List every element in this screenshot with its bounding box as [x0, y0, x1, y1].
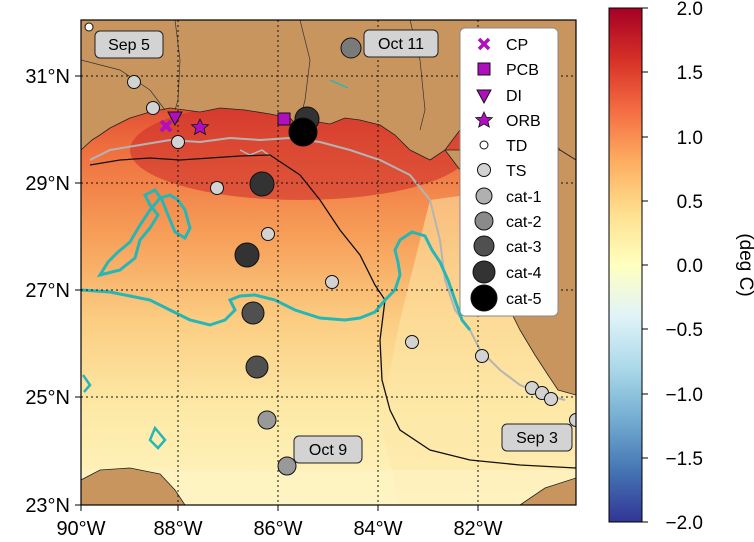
track-point-cat3	[241, 301, 265, 325]
depth-contour-black	[89, 154, 576, 469]
track-point-ts	[475, 349, 489, 363]
track-point-cat5	[288, 117, 318, 147]
legend-label: PCB	[506, 62, 539, 79]
circle-icon	[475, 187, 493, 205]
legend-label: cat-1	[506, 189, 542, 206]
legend-label: ORB	[506, 113, 541, 130]
track-point-td	[84, 22, 94, 32]
eddy-contour	[96, 188, 192, 278]
legend-label: TD	[506, 138, 527, 155]
svg-text:Oct 11: Oct 11	[378, 36, 424, 53]
lon-tick-label: 82°W	[453, 518, 502, 540]
legend-label: TS	[506, 163, 526, 180]
lat-tick-labels: 31°N 29°N 27°N 25°N 23°N	[25, 66, 70, 517]
legend-label: CP	[506, 37, 528, 54]
triangle-down-icon	[476, 89, 492, 105]
station-pcb	[277, 112, 291, 126]
loop-current-contour	[81, 230, 472, 331]
track-point-ts	[261, 227, 275, 241]
lat-tick-label: 23°N	[25, 495, 70, 517]
colorbar-tick-label: −1.0	[665, 385, 703, 406]
legend: CP PCB DI ORB TD TS cat-1 cat-2 cat-3	[459, 27, 559, 317]
lon-tick-label: 84°W	[353, 518, 402, 540]
date-label-oct9: Oct 9	[293, 435, 363, 464]
circle-icon	[477, 163, 491, 177]
legend-label: cat-4	[506, 265, 542, 282]
track-point-ts	[171, 135, 185, 149]
lon-tick-label: 88°W	[153, 518, 202, 540]
yucatan-cool-region	[81, 470, 576, 505]
circle-icon	[479, 140, 489, 150]
circle-icon	[473, 235, 495, 257]
lon-tick-label: 90°W	[56, 518, 105, 540]
tick-marks	[75, 75, 479, 511]
shelf-contour-gray	[89, 136, 566, 401]
colorbar-tick-label: −1.5	[665, 449, 703, 470]
colorbar-ticks	[642, 7, 648, 523]
circle-icon	[474, 211, 494, 231]
track-point-ts	[210, 181, 224, 195]
colorbar-title: (deg C)	[735, 233, 754, 296]
map-panel: Sep 5 Oct 11 Oct 9 Sep 3 CP PCB	[81, 20, 576, 505]
track-point-ts	[405, 335, 419, 349]
date-label-oct11: Oct 11	[363, 29, 439, 58]
square-icon	[477, 62, 491, 76]
contour-fragment	[239, 149, 271, 157]
lat-tick-label: 25°N	[25, 387, 70, 409]
lon-tick-labels: 90°W 88°W 86°W 84°W 82°W	[56, 518, 502, 540]
lat-tick-label: 27°N	[25, 280, 70, 302]
station-cp	[159, 119, 173, 133]
track-point-ts	[127, 75, 141, 89]
colorbar-tick-label: 0.5	[677, 192, 703, 213]
lat-tick-label: 29°N	[25, 173, 70, 195]
legend-label: DI	[506, 88, 522, 105]
station-markers	[159, 111, 291, 136]
colorbar-tick-label: −2.0	[665, 513, 703, 534]
river-highlight	[329, 79, 349, 89]
track-markers	[84, 22, 576, 476]
station-di	[167, 111, 183, 127]
track-point-cat4	[234, 242, 260, 268]
track-point-ts	[325, 275, 339, 289]
track-point-cat2	[340, 37, 362, 59]
svg-text:Sep 5: Sep 5	[108, 37, 150, 54]
track-point-cat3	[245, 355, 269, 379]
colorbar: 2.0 1.5 1.0 0.5 0.0 −0.5 −1.0 −1.5 −2.0 …	[608, 0, 754, 534]
colorbar-tick-label: −0.5	[665, 320, 703, 341]
track-point-cat1	[277, 456, 297, 476]
colorbar-tick-label: 0.0	[677, 256, 703, 277]
colorbar-tick-label: 1.0	[677, 128, 703, 149]
station-orb	[190, 118, 210, 136]
colorbar-tick-label: 2.0	[677, 0, 703, 20]
legend-label: cat-3	[506, 239, 542, 256]
colorbar-tick-label: 1.5	[677, 63, 703, 84]
svg-text:Sep 3: Sep 3	[516, 430, 558, 447]
star-icon	[474, 111, 494, 128]
land-cuba	[519, 477, 576, 505]
track-point-ts	[569, 413, 576, 427]
circle-icon	[470, 284, 498, 312]
track-point-ts	[146, 101, 160, 115]
track-point-cat4	[249, 171, 275, 197]
land-yucatan	[81, 467, 186, 505]
legend-label: cat-5	[506, 291, 542, 308]
legend-label: cat-2	[506, 214, 542, 231]
colorbar-gradient	[608, 7, 643, 523]
date-label-sep5: Sep 5	[94, 30, 164, 59]
lat-tick-label: 31°N	[25, 66, 70, 88]
circle-icon	[472, 260, 496, 284]
eddy-contour-edge	[81, 374, 92, 393]
eddy-contour-small	[148, 425, 167, 450]
x-mark-icon	[477, 37, 491, 51]
track-point-ts	[544, 392, 558, 406]
lon-tick-label: 86°W	[253, 518, 302, 540]
svg-text:Oct 9: Oct 9	[309, 442, 347, 459]
date-label-sep3: Sep 3	[501, 423, 573, 452]
track-point-cat1	[257, 410, 277, 430]
map-frame	[80, 19, 577, 506]
